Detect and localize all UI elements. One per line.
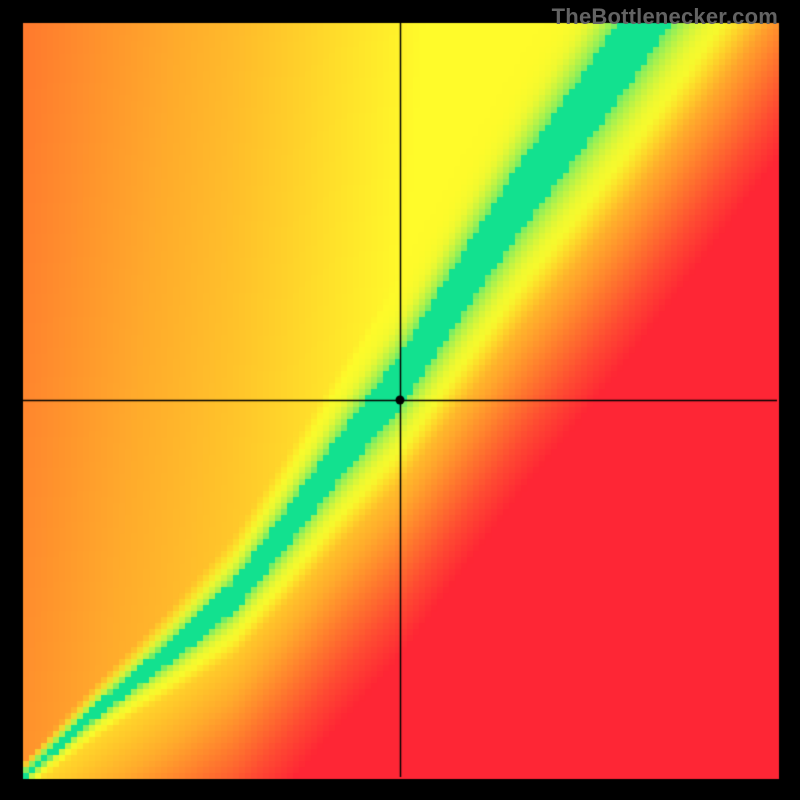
bottleneck-heatmap	[0, 0, 800, 800]
watermark-text: TheBottlenecker.com	[552, 4, 778, 30]
